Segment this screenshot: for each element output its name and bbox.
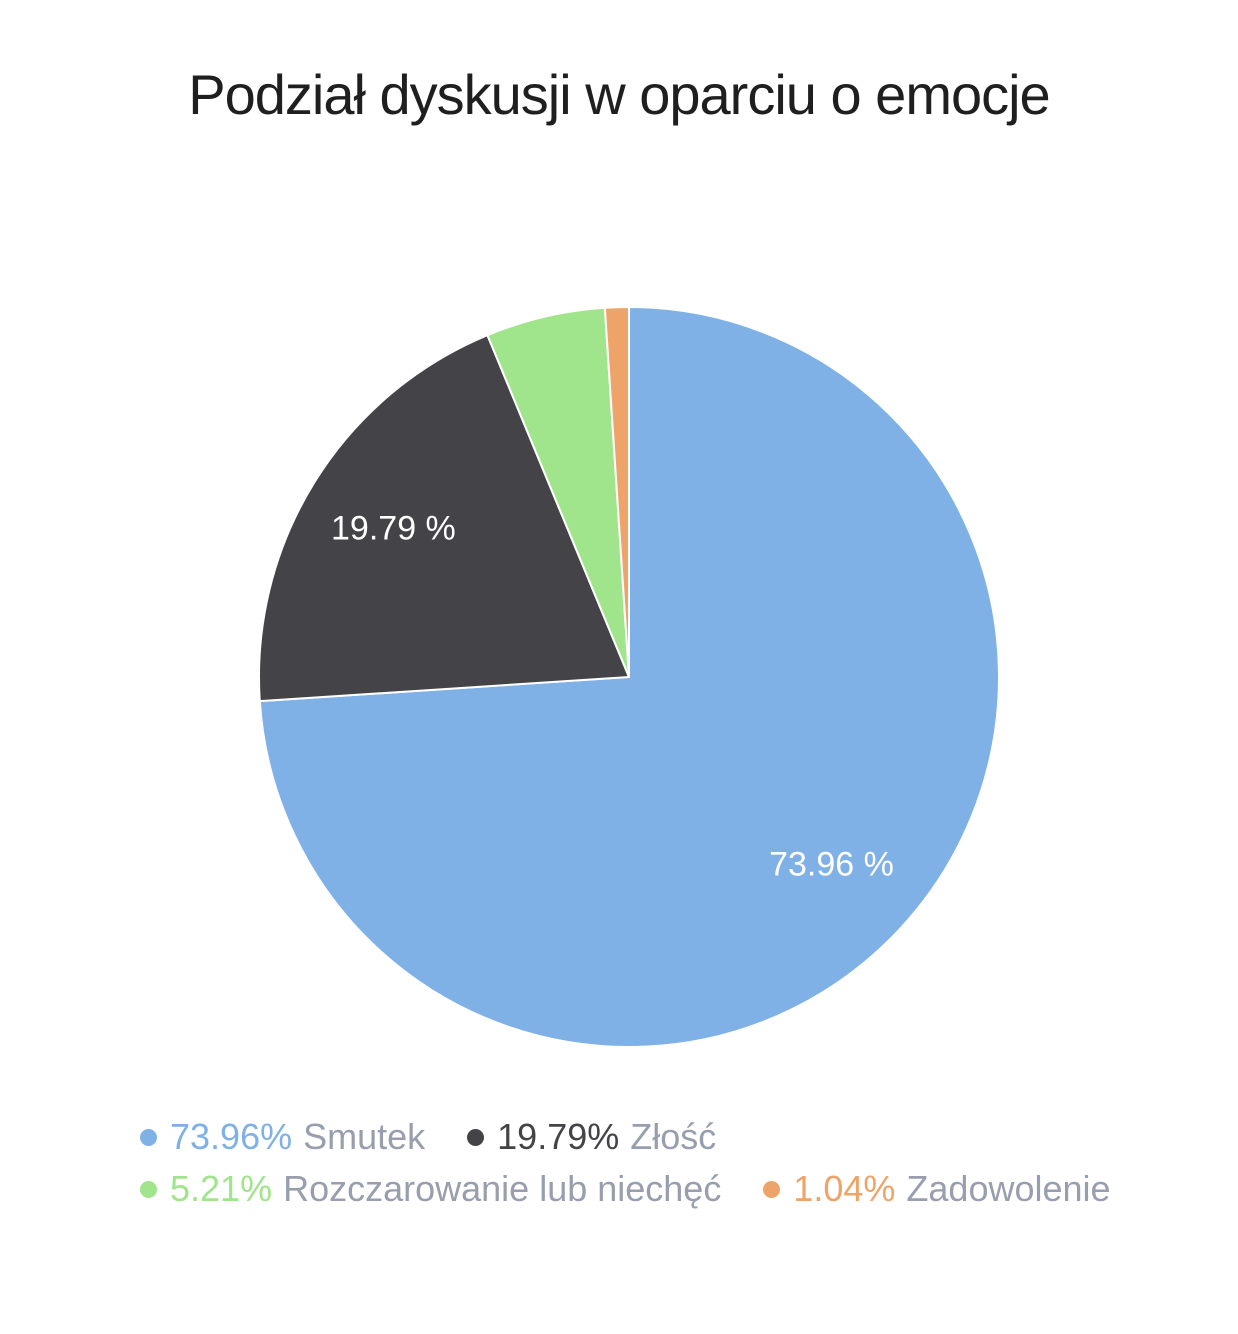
legend-marker-icon bbox=[140, 1180, 157, 1198]
legend-label: Rozczarowanie lub niechęć bbox=[283, 1168, 722, 1209]
legend-label: Smutek bbox=[303, 1116, 426, 1157]
legend-marker-icon bbox=[467, 1128, 485, 1146]
legend: 73.96% Smutek 19.79% Złość 5.21% Rozczarowani… bbox=[140, 1116, 1200, 1210]
legend-item-3[interactable]: 1.04% Zadowolenie bbox=[763, 1168, 1111, 1210]
pie-slice-3[interactable] bbox=[603, 306, 630, 678]
legend-item-1[interactable]: 19.79% Złość bbox=[467, 1116, 716, 1158]
legend-percent: 19.79% bbox=[497, 1116, 620, 1157]
legend-item-2[interactable]: 5.21% Rozczarowanie lub niechęć bbox=[140, 1168, 721, 1210]
legend-percent: 5.21% bbox=[170, 1168, 273, 1209]
legend-marker-icon bbox=[763, 1180, 781, 1198]
legend-percent: 1.04% bbox=[793, 1168, 896, 1209]
legend-label: Złość bbox=[630, 1116, 717, 1157]
slice-label-1: 19.79 % bbox=[331, 509, 456, 547]
pie-slice-1[interactable] bbox=[258, 334, 630, 703]
slice-label-0: 73.96 % bbox=[769, 846, 894, 884]
legend-label: Zadowolenie bbox=[906, 1168, 1111, 1209]
legend-item-0[interactable]: 73.96% Smutek bbox=[140, 1116, 425, 1158]
legend-percent: 73.96% bbox=[170, 1116, 293, 1157]
legend-marker-icon bbox=[140, 1128, 157, 1146]
chart-title: Podział dyskusji w oparciu o emocje bbox=[188, 63, 1050, 126]
